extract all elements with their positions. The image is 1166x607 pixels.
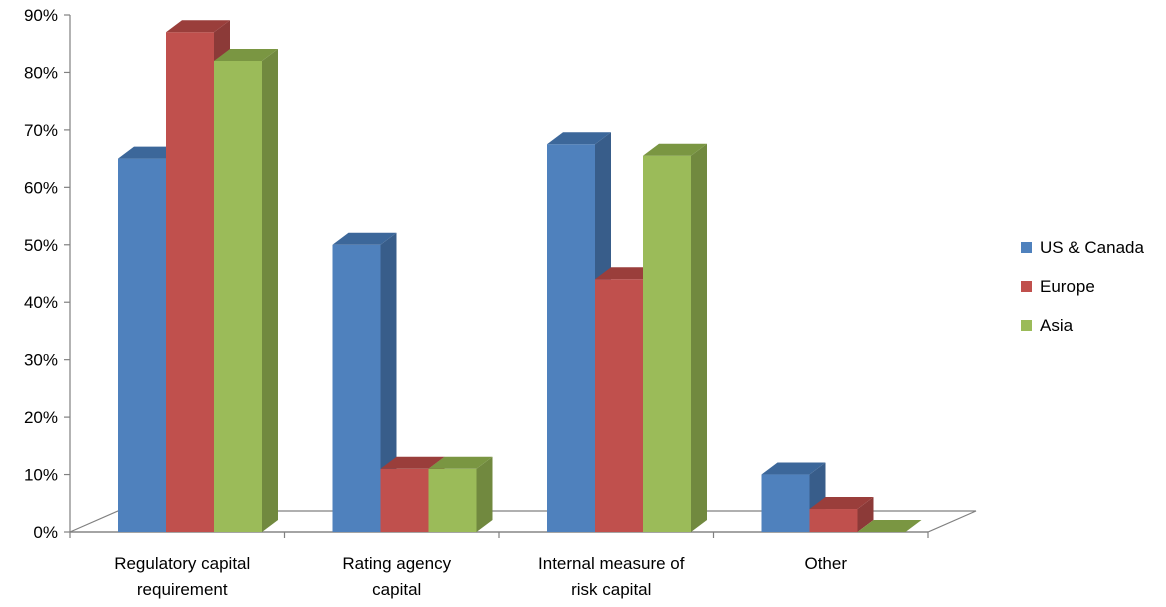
y-tick-label: 10%	[24, 466, 58, 485]
legend-label-asia: Asia	[1040, 316, 1074, 335]
bar-top-face	[547, 132, 611, 145]
bar-top-face	[761, 462, 826, 475]
bar-front-face	[166, 32, 214, 532]
bar-front-face	[332, 244, 381, 532]
y-tick-label: 50%	[24, 236, 58, 255]
legend-swatch-asia	[1021, 320, 1032, 331]
bar-us-and-canada-rating-agency-capital	[332, 232, 397, 532]
x-tick-label-other: Other	[804, 554, 847, 573]
bar-front-face	[643, 155, 691, 532]
bar-side-face	[476, 456, 493, 532]
bar-asia-regulatory-capital-requirement	[214, 48, 278, 532]
y-tick-label: 60%	[24, 178, 58, 197]
legend-swatch-us-and-canada	[1021, 242, 1032, 253]
y-tick-label: 40%	[24, 293, 58, 312]
bar-front-face	[547, 144, 595, 532]
bar-side-face	[262, 48, 278, 532]
bar-front-face	[761, 474, 810, 532]
bar-front-face	[809, 509, 858, 532]
bar-asia-other	[857, 520, 922, 532]
bar-top-face	[380, 456, 445, 469]
x-tick-label-regulatory-capital-requirement: Regulatory capital requirement	[114, 554, 250, 599]
bar-asia-internal-measure-of-risk-capital	[643, 143, 707, 532]
bar-front-face	[380, 468, 429, 532]
y-tick-label: 0%	[33, 523, 58, 542]
bar-top-face	[857, 520, 922, 532]
bar-front-face	[428, 468, 477, 532]
bar-top-face	[332, 232, 397, 245]
bar-top-face	[214, 48, 278, 61]
bar-front-face	[595, 279, 643, 532]
y-tick-label: 80%	[24, 63, 58, 82]
y-tick-label: 30%	[24, 351, 58, 370]
bar-top-face	[809, 497, 874, 510]
y-tick-label: 90%	[24, 6, 58, 25]
y-tick-label: 20%	[24, 408, 58, 427]
legend-label-europe: Europe	[1040, 277, 1095, 296]
bar-front-face	[118, 158, 166, 532]
bar-side-face	[380, 232, 397, 532]
legend-swatch-europe	[1021, 281, 1032, 292]
legend-label-us-and-canada: US & Canada	[1040, 238, 1144, 257]
bar-us-and-canada-other	[761, 462, 826, 532]
bar-front-face	[214, 60, 262, 532]
y-tick-label: 70%	[24, 121, 58, 140]
bar-europe-other	[809, 497, 874, 532]
bar-top-face	[166, 20, 230, 33]
bar-top-face	[643, 143, 707, 156]
bar-top-face	[428, 456, 493, 469]
bar-side-face	[691, 143, 707, 532]
bar-side-face	[857, 497, 874, 532]
x-tick-label-rating-agency-capital: Rating agency capital	[342, 554, 451, 599]
x-tick-label-internal-measure-of-risk-capital: Internal measure of risk capital	[538, 554, 685, 599]
bar-asia-rating-agency-capital	[428, 456, 493, 532]
